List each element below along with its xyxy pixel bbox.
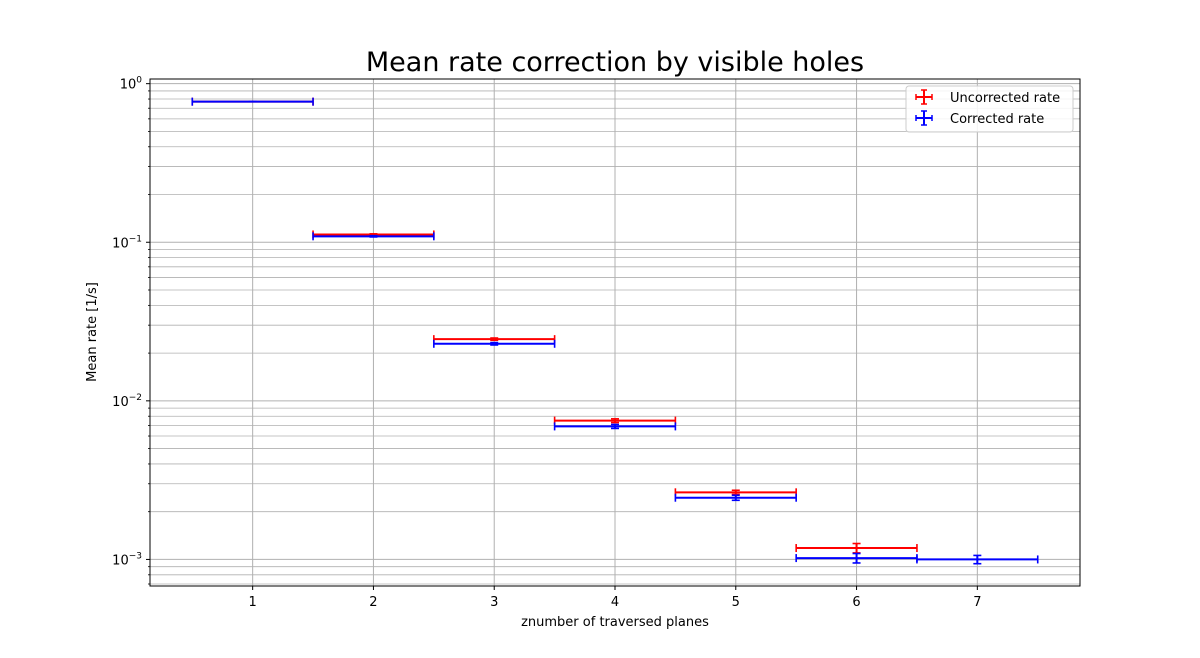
errorbar-point <box>433 339 556 348</box>
errorbar-point <box>433 335 556 344</box>
errorbar-point <box>795 542 918 554</box>
errorbar-point <box>312 232 435 241</box>
errorbar-point <box>795 552 918 564</box>
x-tick-label: 3 <box>490 595 498 610</box>
data-marks <box>191 97 1039 565</box>
x-axis: 1 2 3 4 5 6 7 <box>249 586 981 610</box>
series-2 <box>191 97 1039 565</box>
y-tick-label: 10−1 <box>112 234 142 251</box>
y-tick-label: 100 <box>120 76 143 93</box>
x-tick-label: 5 <box>732 595 740 610</box>
legend-label: Uncorrected rate <box>950 91 1060 106</box>
legend-item: Uncorrected rate <box>915 89 1060 106</box>
chart-title: Mean rate correction by visible holes <box>366 47 864 78</box>
legend: Uncorrected rate Corrected rate <box>905 85 1074 133</box>
legend-box <box>905 85 1074 133</box>
errorbar-point <box>674 493 797 502</box>
grid <box>150 79 1080 586</box>
x-tick-label: 2 <box>369 595 377 610</box>
y-tick-label: 10−2 <box>112 393 142 410</box>
errorbar-point <box>553 416 677 425</box>
x-tick-label: 1 <box>249 595 257 610</box>
legend-label: Corrected rate <box>950 112 1044 127</box>
y-tick-label: 10−3 <box>112 551 142 568</box>
y-axis: 100 10−1 10−2 10−3 <box>112 76 150 585</box>
x-tick-label: 4 <box>611 595 619 610</box>
x-axis-label: znumber of traversed planes <box>521 615 709 630</box>
y-axis-label: Mean rate [1/s] <box>85 282 100 382</box>
errorbar-point <box>191 97 314 106</box>
x-tick-label: 6 <box>852 595 860 610</box>
x-tick-label: 7 <box>973 595 981 610</box>
errorbar-point <box>553 422 677 431</box>
legend-item: Corrected rate <box>915 110 1044 127</box>
errorbar-point <box>916 554 1039 565</box>
